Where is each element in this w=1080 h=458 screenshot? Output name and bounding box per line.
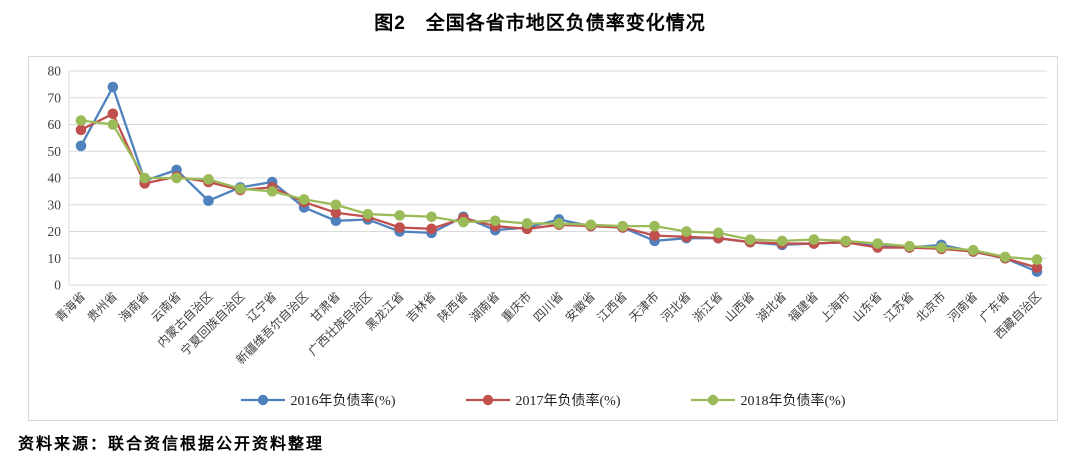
y-axis-tick-label: 50 (48, 144, 62, 159)
data-point-marker-2016 (203, 195, 214, 207)
data-point-marker-2018 (458, 216, 469, 228)
data-point-marker-2018 (713, 227, 724, 239)
legend-marker-icon (690, 394, 735, 406)
data-point-marker-2018 (107, 119, 119, 130)
data-point-marker-2016 (107, 81, 119, 93)
data-point-marker-2017 (426, 223, 437, 235)
data-point-marker-2018 (776, 235, 788, 247)
data-point-marker-2018 (521, 218, 533, 229)
data-point-marker-2018 (171, 172, 182, 184)
data-point-marker-2018 (553, 218, 565, 229)
y-axis-tick-label: 10 (48, 251, 62, 266)
x-axis-category-label: 山西省 (722, 289, 757, 324)
x-axis-category-label: 吉林省 (403, 289, 438, 324)
legend-item-2018: 2018年负债率(%) (690, 390, 846, 410)
legend-item-2017: 2017年负债率(%) (465, 390, 621, 410)
data-point-marker-2018 (936, 242, 947, 253)
x-axis-category-label: 湖北省 (753, 289, 789, 325)
legend-label: 2017年负债率(%) (515, 394, 621, 409)
data-point-marker-2018 (1031, 254, 1043, 265)
data-point-marker-2018 (203, 174, 214, 185)
data-point-marker-2017 (649, 230, 660, 241)
data-point-marker-2018 (362, 208, 374, 220)
data-point-marker-2018 (75, 115, 87, 126)
x-axis-category-label: 贵州省 (85, 289, 120, 324)
data-point-marker-2018 (585, 219, 597, 231)
data-point-marker-2017 (1031, 262, 1043, 273)
x-axis-category-label: 江苏省 (881, 289, 916, 324)
data-point-marker-2018 (744, 234, 756, 245)
x-axis-category-label: 上海市 (817, 289, 853, 325)
data-point-marker-2018 (235, 183, 246, 194)
legend-label: 2018年负债率(%) (740, 394, 846, 409)
x-axis-category-label: 福建省 (785, 289, 821, 325)
x-axis-category-label: 海南省 (116, 289, 152, 325)
x-axis-category-label: 江西省 (594, 289, 629, 324)
y-axis-tick-label: 30 (48, 197, 62, 212)
x-axis-category-label: 陕西省 (434, 289, 470, 325)
chart-title: 图2 全国各省市地区负债率变化情况 (374, 13, 706, 34)
data-point-marker-2018 (330, 199, 342, 211)
data-point-marker-2018 (617, 220, 629, 232)
data-point-marker-2016 (75, 140, 87, 152)
legend-marker-icon (240, 394, 285, 406)
x-axis-category-label: 山东省 (849, 289, 884, 324)
y-axis-tick-label: 60 (48, 117, 62, 132)
chart-legend: 2016年负债率(%) 2017年负债率(%) 2018年负债率(%) (29, 390, 1057, 410)
data-point-marker-2018 (489, 215, 501, 227)
data-point-marker-2016 (330, 215, 342, 227)
series-line-2018 (80, 119, 1038, 261)
y-axis-tick-label: 70 (48, 90, 62, 105)
y-axis-tick-label: 0 (54, 278, 61, 293)
y-axis-tick-label: 80 (48, 64, 62, 79)
legend-item-2016: 2016年负债率(%) (240, 390, 396, 410)
data-point-marker-2018 (266, 186, 278, 197)
data-point-marker-2018 (394, 210, 405, 221)
data-point-marker-2018 (426, 211, 437, 223)
data-point-marker-2018 (649, 220, 660, 232)
x-axis-category-label: 北京市 (912, 289, 948, 325)
data-point-marker-2018 (840, 235, 852, 247)
legend-label: 2016年负债率(%) (290, 394, 396, 409)
data-point-marker-2018 (872, 238, 883, 249)
x-axis-category-label: 湖南省 (466, 289, 502, 325)
chart-frame: 0 10 20 30 40 50 60 70 80 青海省 贵州省 海南省 云南省 内蒙古自治区 宁夏回族自… (28, 56, 1058, 421)
x-axis-category-label: 浙江省 (690, 289, 725, 324)
x-axis-category-label: 四川省 (531, 289, 566, 324)
y-axis-tick-label: 20 (48, 224, 62, 239)
data-point-marker-2018 (139, 172, 151, 184)
source-note: 资料来源：联合资信根据公开资料整理 (18, 436, 325, 453)
x-axis-category-label: 河北省 (658, 289, 693, 324)
data-point-marker-2018 (808, 234, 820, 245)
line-chart: 01020304050607080青海省贵州省海南省云南省内蒙古自治区宁夏回族自… (48, 64, 1047, 367)
data-point-marker-2018 (681, 226, 692, 237)
data-point-marker-2017 (107, 108, 119, 120)
data-point-marker-2017 (394, 222, 405, 233)
x-axis-category-label: 青海省 (52, 289, 88, 325)
legend-marker-icon (465, 394, 510, 406)
x-axis-category-label: 河南省 (944, 289, 980, 325)
data-point-marker-2018 (999, 251, 1011, 263)
x-axis-category-label: 重庆市 (498, 289, 534, 325)
data-point-marker-2018 (904, 240, 915, 252)
data-point-marker-2017 (330, 207, 342, 219)
data-point-marker-2018 (967, 244, 979, 256)
y-axis-tick-label: 40 (48, 171, 62, 186)
x-axis-category-label: 安徽省 (562, 289, 598, 325)
data-point-marker-2018 (298, 194, 310, 205)
x-axis-category-label: 天津市 (626, 289, 662, 325)
data-point-marker-2017 (75, 124, 87, 136)
